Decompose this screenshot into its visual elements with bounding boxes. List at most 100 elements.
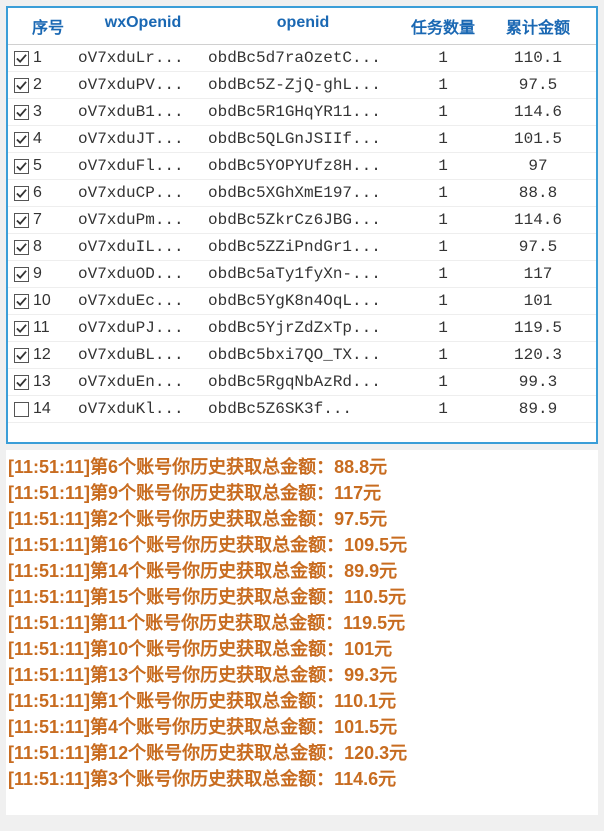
cell-openid: obdBc5R1GHqYR11... xyxy=(208,103,398,121)
cell-seq: 9 xyxy=(8,265,78,283)
seq-number: 4 xyxy=(33,130,42,148)
log-timestamp: [11:51:11] xyxy=(8,483,90,503)
row-checkbox[interactable] xyxy=(14,51,29,66)
table-row[interactable]: 9oV7xduOD...obdBc5aTy1fyXn-...1117 xyxy=(8,261,596,288)
cell-seq: 14 xyxy=(8,400,78,418)
cell-wxopenid: oV7xduFl... xyxy=(78,157,208,175)
grid-body: 1oV7xduLr...obdBc5d7raOzetC...1110.12oV7… xyxy=(8,45,596,423)
cell-tasks: 1 xyxy=(398,400,488,418)
row-checkbox[interactable] xyxy=(14,159,29,174)
cell-seq: 4 xyxy=(8,130,78,148)
log-timestamp: [11:51:11] xyxy=(8,639,90,659)
log-line: [11:51:11]第4个账号你历史获取总金额：101.5元 xyxy=(8,714,596,740)
table-row[interactable]: 10oV7xduEc...obdBc5YgK8n4OqL...1101 xyxy=(8,288,596,315)
table-row[interactable]: 1oV7xduLr...obdBc5d7raOzetC...1110.1 xyxy=(8,45,596,72)
row-checkbox[interactable] xyxy=(14,132,29,147)
cell-tasks: 1 xyxy=(398,103,488,121)
row-checkbox[interactable] xyxy=(14,213,29,228)
cell-openid: obdBc5XGhXmE197... xyxy=(208,184,398,202)
cell-wxopenid: oV7xduPV... xyxy=(78,76,208,94)
table-row[interactable]: 11oV7xduPJ...obdBc5YjrZdZxTp...1119.5 xyxy=(8,315,596,342)
cell-amount: 99.3 xyxy=(488,373,588,391)
log-timestamp: [11:51:11] xyxy=(8,509,90,529)
row-checkbox[interactable] xyxy=(14,375,29,390)
cell-seq: 6 xyxy=(8,184,78,202)
row-checkbox[interactable] xyxy=(14,105,29,120)
cell-seq: 12 xyxy=(8,346,78,364)
grid-header: 序号 wxOpenid openid 任务数量 累计金额 xyxy=(8,8,596,45)
cell-amount: 97.5 xyxy=(488,76,588,94)
table-row[interactable]: 12oV7xduBL...obdBc5bxi7QO_TX...1120.3 xyxy=(8,342,596,369)
log-message: 第12个账号你历史获取总金额： xyxy=(90,743,344,763)
log-timestamp: [11:51:11] xyxy=(8,587,90,607)
row-checkbox[interactable] xyxy=(14,321,29,336)
row-checkbox[interactable] xyxy=(14,240,29,255)
log-message: 第15个账号你历史获取总金额： xyxy=(90,587,344,607)
header-wxopenid[interactable]: wxOpenid xyxy=(78,14,208,38)
log-line: [11:51:11]第16个账号你历史获取总金额：109.5元 xyxy=(8,532,596,558)
cell-openid: obdBc5QLGnJSIIf... xyxy=(208,130,398,148)
log-line: [11:51:11]第10个账号你历史获取总金额：101元 xyxy=(8,636,596,662)
cell-amount: 119.5 xyxy=(488,319,588,337)
table-row[interactable]: 13oV7xduEn...obdBc5RgqNbAzRd...199.3 xyxy=(8,369,596,396)
cell-openid: obdBc5d7raOzetC... xyxy=(208,49,398,67)
table-row[interactable]: 14oV7xduKl...obdBc5Z6SK3f...189.9 xyxy=(8,396,596,423)
log-timestamp: [11:51:11] xyxy=(8,743,90,763)
header-tasks[interactable]: 任务数量 xyxy=(398,14,488,38)
log-message: 第16个账号你历史获取总金额： xyxy=(90,535,344,555)
cell-wxopenid: oV7xduB1... xyxy=(78,103,208,121)
cell-wxopenid: oV7xduCP... xyxy=(78,184,208,202)
table-row[interactable]: 3oV7xduB1...obdBc5R1GHqYR11...1114.6 xyxy=(8,99,596,126)
log-message: 第6个账号你历史获取总金额： xyxy=(90,457,334,477)
seq-number: 6 xyxy=(33,184,42,202)
cell-tasks: 1 xyxy=(398,130,488,148)
cell-tasks: 1 xyxy=(398,211,488,229)
log-line: [11:51:11]第1个账号你历史获取总金额：110.1元 xyxy=(8,688,596,714)
cell-tasks: 1 xyxy=(398,76,488,94)
log-line: [11:51:11]第2个账号你历史获取总金额：97.5元 xyxy=(8,506,596,532)
log-amount: 114.6元 xyxy=(334,769,396,789)
header-amount[interactable]: 累计金额 xyxy=(488,14,588,38)
row-checkbox[interactable] xyxy=(14,186,29,201)
log-panel: [11:51:11]第6个账号你历史获取总金额：88.8元[11:51:11]第… xyxy=(6,450,598,815)
header-openid[interactable]: openid xyxy=(208,14,398,38)
cell-amount: 117 xyxy=(488,265,588,283)
cell-wxopenid: oV7xduPJ... xyxy=(78,319,208,337)
cell-openid: obdBc5RgqNbAzRd... xyxy=(208,373,398,391)
table-row[interactable]: 5oV7xduFl...obdBc5YOPYUfz8H...197 xyxy=(8,153,596,180)
table-row[interactable]: 8oV7xduIL...obdBc5ZZiPndGr1...197.5 xyxy=(8,234,596,261)
row-checkbox[interactable] xyxy=(14,348,29,363)
cell-wxopenid: oV7xduJT... xyxy=(78,130,208,148)
log-amount: 110.5元 xyxy=(344,587,406,607)
cell-seq: 5 xyxy=(8,157,78,175)
data-grid: 序号 wxOpenid openid 任务数量 累计金额 1oV7xduLr..… xyxy=(6,6,598,444)
row-checkbox[interactable] xyxy=(14,267,29,282)
row-checkbox[interactable] xyxy=(14,78,29,93)
log-message: 第14个账号你历史获取总金额： xyxy=(90,561,344,581)
cell-wxopenid: oV7xduOD... xyxy=(78,265,208,283)
seq-number: 7 xyxy=(33,211,42,229)
log-message: 第4个账号你历史获取总金额： xyxy=(90,717,334,737)
row-checkbox[interactable] xyxy=(14,402,29,417)
seq-number: 9 xyxy=(33,265,42,283)
cell-seq: 1 xyxy=(8,49,78,67)
seq-number: 14 xyxy=(33,400,51,418)
log-timestamp: [11:51:11] xyxy=(8,613,90,633)
table-row[interactable]: 6oV7xduCP...obdBc5XGhXmE197...188.8 xyxy=(8,180,596,207)
log-timestamp: [11:51:11] xyxy=(8,665,90,685)
log-amount: 101元 xyxy=(344,639,392,659)
table-row[interactable]: 7oV7xduPm...obdBc5ZkrCz6JBG...1114.6 xyxy=(8,207,596,234)
cell-seq: 8 xyxy=(8,238,78,256)
cell-amount: 101 xyxy=(488,292,588,310)
table-row[interactable]: 4oV7xduJT...obdBc5QLGnJSIIf...1101.5 xyxy=(8,126,596,153)
cell-seq: 10 xyxy=(8,292,78,310)
cell-seq: 2 xyxy=(8,76,78,94)
log-message: 第9个账号你历史获取总金额： xyxy=(90,483,334,503)
cell-amount: 110.1 xyxy=(488,49,588,67)
seq-number: 8 xyxy=(33,238,42,256)
table-row[interactable]: 2oV7xduPV...obdBc5Z-ZjQ-ghL...197.5 xyxy=(8,72,596,99)
header-seq[interactable]: 序号 xyxy=(8,14,78,38)
log-message: 第3个账号你历史获取总金额： xyxy=(90,769,334,789)
seq-number: 1 xyxy=(33,49,42,67)
row-checkbox[interactable] xyxy=(14,294,29,309)
